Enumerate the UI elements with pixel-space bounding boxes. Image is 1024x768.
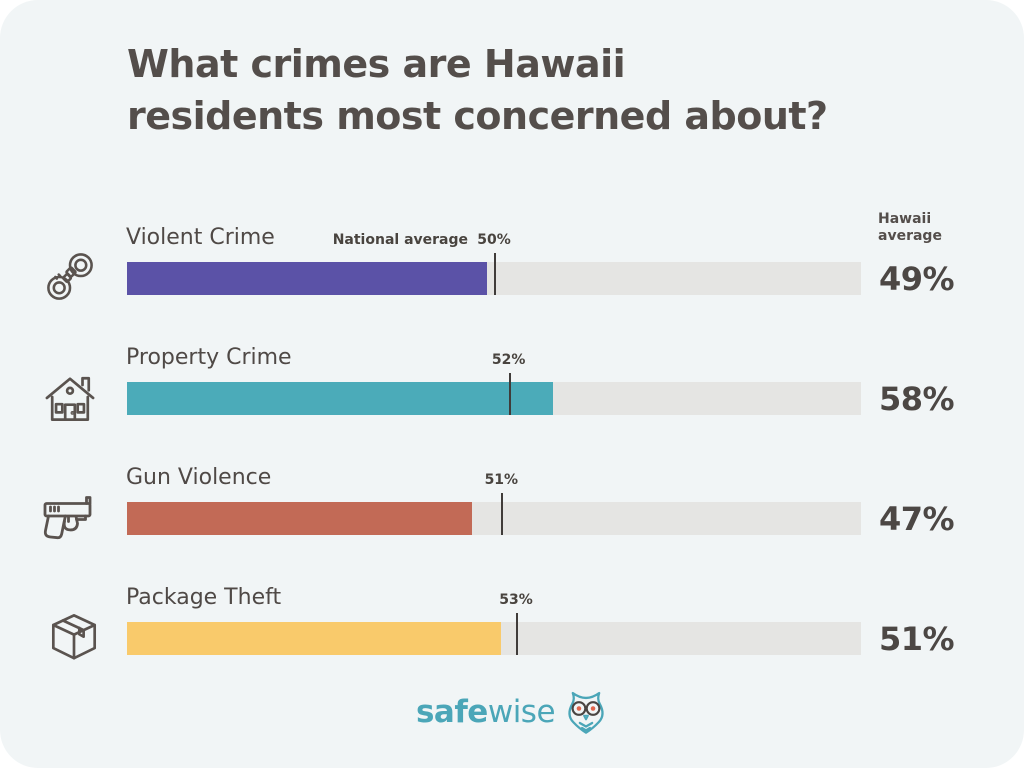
- bar-track: [127, 502, 861, 535]
- hawaii-average-value: 58%: [879, 380, 955, 418]
- title-line-2: residents most concerned about?: [127, 94, 828, 138]
- bar-track: [127, 622, 861, 655]
- brand-text-wise: wise: [487, 694, 556, 730]
- national-average-value: 53%: [499, 592, 533, 608]
- national-average-tick: [494, 253, 496, 295]
- bar-fill: [127, 262, 487, 295]
- category-label: Violent Crime: [126, 225, 275, 250]
- national-average-tick: [516, 613, 519, 655]
- handcuffs-icon: [43, 250, 98, 305]
- category-label: Package Theft: [126, 585, 282, 610]
- owl-icon: [568, 691, 604, 734]
- brand-text-safe: safe: [415, 694, 488, 730]
- pistol-icon: [40, 494, 100, 542]
- national-average-value: 52%: [491, 352, 526, 368]
- bar-fill: [127, 382, 553, 415]
- chart-title: What crimes are Hawaii residents most con…: [127, 38, 927, 142]
- brand-wordmark: safewise: [415, 694, 556, 730]
- national-average-tick: [508, 373, 511, 415]
- house-icon: [43, 372, 97, 422]
- chart-row: Package Theft 53% 51%: [51, 585, 955, 695]
- category-label: Gun Violence: [126, 465, 272, 490]
- chart-row: Violent Crime National average 50% 49%: [47, 225, 955, 335]
- hawaii-average-value: 49%: [879, 260, 955, 298]
- national-average-tick: [501, 493, 504, 535]
- national-average-value: 51%: [484, 472, 519, 488]
- chart-row: Gun Violence 51% 47%: [43, 465, 955, 575]
- chart-row: Property Crime 52% 58%: [45, 345, 955, 455]
- hawaii-average-value: 51%: [879, 620, 955, 658]
- national-average-label: National average: [332, 232, 468, 248]
- brand-footer: safewise: [0, 688, 1024, 736]
- bar-fill: [127, 622, 502, 655]
- hawaii-average-axis-label: Hawaii average: [878, 211, 942, 244]
- category-label: Property Crime: [126, 345, 292, 370]
- package-icon: [49, 611, 99, 665]
- hawaii-average-value: 47%: [879, 500, 955, 538]
- bar-track: [127, 382, 861, 415]
- title-line-1: What crimes are Hawaii: [127, 42, 626, 86]
- bar-fill: [127, 502, 472, 535]
- national-average-value: 50%: [477, 232, 511, 248]
